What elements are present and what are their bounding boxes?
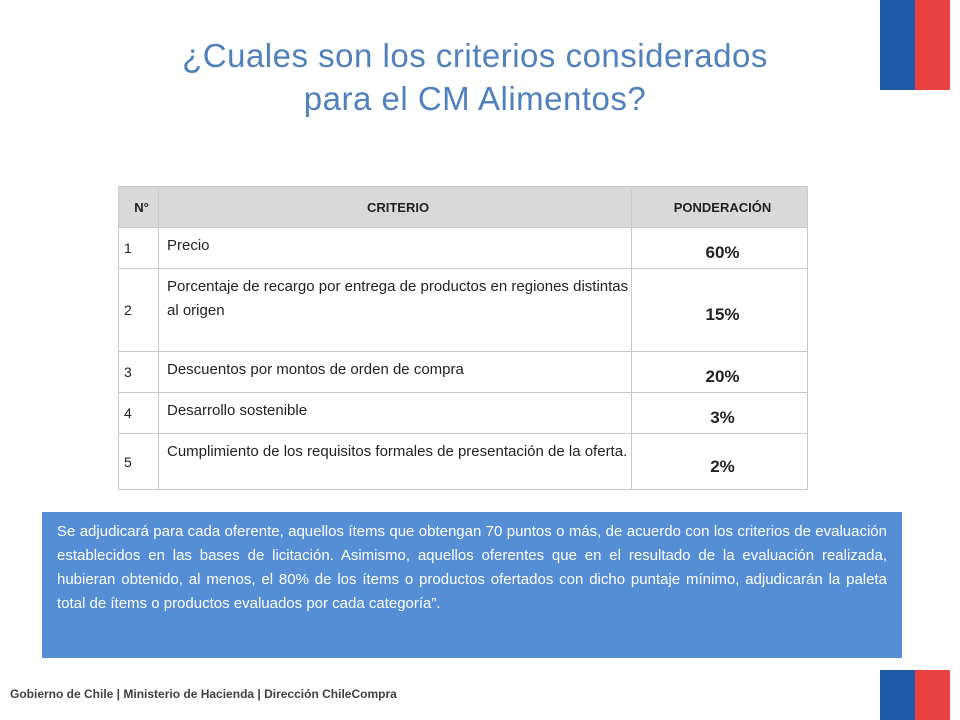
flag-blue-stripe bbox=[880, 0, 915, 90]
row-ponderacion: 3% bbox=[631, 392, 808, 434]
row-criterio: Porcentaje de recargo por entrega de pro… bbox=[158, 268, 632, 352]
table-row: 2 Porcentaje de recargo por entrega de p… bbox=[118, 268, 808, 352]
title-line-2: para el CM Alimentos? bbox=[303, 80, 647, 117]
row-criterio: Descuentos por montos de orden de compra bbox=[158, 351, 632, 393]
table-row: 5 Cumplimiento de los requisitos formale… bbox=[118, 433, 808, 490]
row-ponderacion: 15% bbox=[631, 268, 808, 352]
row-criterio: Cumplimiento de los requisitos formales … bbox=[158, 433, 632, 490]
table-row: 4 Desarrollo sostenible 3% bbox=[118, 392, 808, 434]
footer-text: Gobierno de Chile | Ministerio de Hacien… bbox=[10, 687, 397, 701]
row-num: 3 bbox=[118, 351, 159, 393]
row-num: 4 bbox=[118, 392, 159, 434]
row-num: 1 bbox=[118, 227, 159, 269]
row-criterio: Precio bbox=[158, 227, 632, 269]
row-ponderacion: 20% bbox=[631, 351, 808, 393]
table-header-row: N° CRITERIO PONDERACIÓN bbox=[118, 186, 808, 228]
page-title: ¿Cuales son los criterios considerados p… bbox=[90, 34, 860, 120]
flag-blue-stripe bbox=[880, 670, 915, 720]
flag-red-stripe bbox=[915, 670, 950, 720]
row-num: 2 bbox=[118, 268, 159, 352]
row-num: 5 bbox=[118, 433, 159, 490]
award-rule-note: Se adjudicará para cada oferente, aquell… bbox=[42, 512, 902, 658]
row-ponderacion: 2% bbox=[631, 433, 808, 490]
header-num: N° bbox=[118, 186, 159, 228]
chile-flag-top bbox=[880, 0, 950, 90]
flag-red-stripe bbox=[915, 0, 950, 90]
chile-flag-bottom bbox=[880, 670, 950, 720]
row-ponderacion: 60% bbox=[631, 227, 808, 269]
table-row: 1 Precio 60% bbox=[118, 227, 808, 269]
criteria-table: N° CRITERIO PONDERACIÓN 1 Precio 60% 2 P… bbox=[118, 186, 808, 490]
row-criterio: Desarrollo sostenible bbox=[158, 392, 632, 434]
table-row: 3 Descuentos por montos de orden de comp… bbox=[118, 351, 808, 393]
title-line-1: ¿Cuales son los criterios considerados bbox=[182, 37, 768, 74]
header-ponderacion: PONDERACIÓN bbox=[631, 186, 808, 228]
header-criterio: CRITERIO bbox=[158, 186, 632, 228]
